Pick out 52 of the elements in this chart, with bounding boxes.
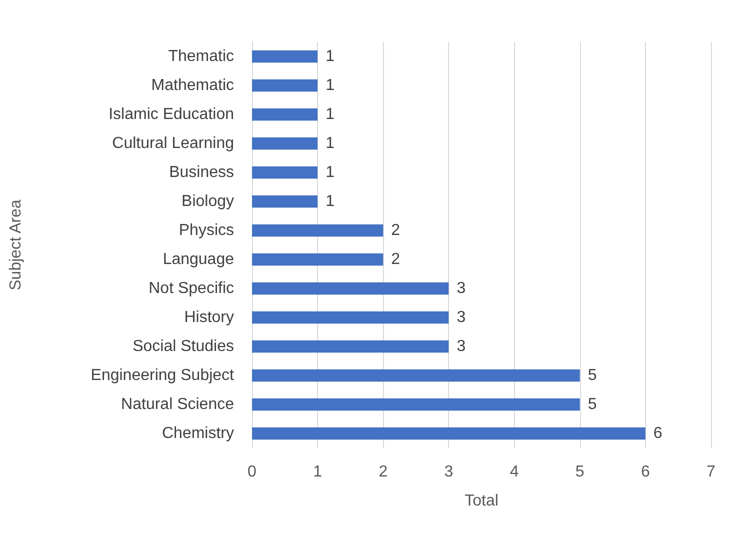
y-tick-label: Physics [178,222,234,239]
x-tick-label: 3 [444,464,454,480]
bar [252,50,318,63]
bar [252,427,646,440]
y-tick-label: Language [162,251,234,268]
bar [252,369,580,382]
data-label: 3 [456,338,466,355]
y-tick-label: Cultural Learning [112,135,234,152]
bar [252,108,318,121]
x-tick-label: 1 [313,464,322,480]
data-label: 3 [456,280,466,297]
x-tick-label: 2 [378,464,388,480]
bar [252,195,318,208]
y-tick-label: Business [169,164,234,181]
x-tick-label: 6 [640,464,650,480]
y-tick-label: Not Specific [148,280,234,297]
data-label: 1 [326,106,335,123]
bar [252,340,449,353]
bar [252,253,384,266]
bar [252,224,384,237]
x-tick-label: 4 [510,464,519,480]
data-label: 5 [588,367,597,384]
bar [252,166,318,179]
bar [252,398,580,411]
y-tick-label: History [184,309,234,326]
y-tick-label: Social Studies [132,338,234,355]
y-tick-label: Islamic Education [108,106,234,123]
y-tick-label: Biology [182,193,234,210]
data-label: 5 [588,396,597,413]
data-label: 2 [391,251,400,268]
x-tick-label: 7 [706,464,716,480]
data-label: 2 [391,222,400,239]
data-label: 3 [456,309,466,326]
bar [252,282,449,295]
y-tick-label: Thematic [168,48,234,65]
y-tick-label: Chemistry [162,425,234,442]
data-label: 1 [326,48,335,65]
bar [252,79,318,92]
x-tick-label: 5 [575,464,584,480]
data-label: 1 [326,135,335,152]
bar [252,311,449,324]
data-label: 1 [326,164,335,181]
x-tick-label: 0 [248,464,257,480]
x-axis-title: Total [464,492,498,510]
data-label: 6 [653,425,662,442]
data-label: 1 [326,77,335,94]
bar [252,137,318,150]
y-tick-label: Mathematic [151,77,234,94]
y-tick-label: Natural Science [121,396,234,413]
data-label: 1 [326,193,335,210]
y-axis-title: Subject Area [8,200,24,290]
y-tick-label: Engineering Subject [90,367,235,384]
